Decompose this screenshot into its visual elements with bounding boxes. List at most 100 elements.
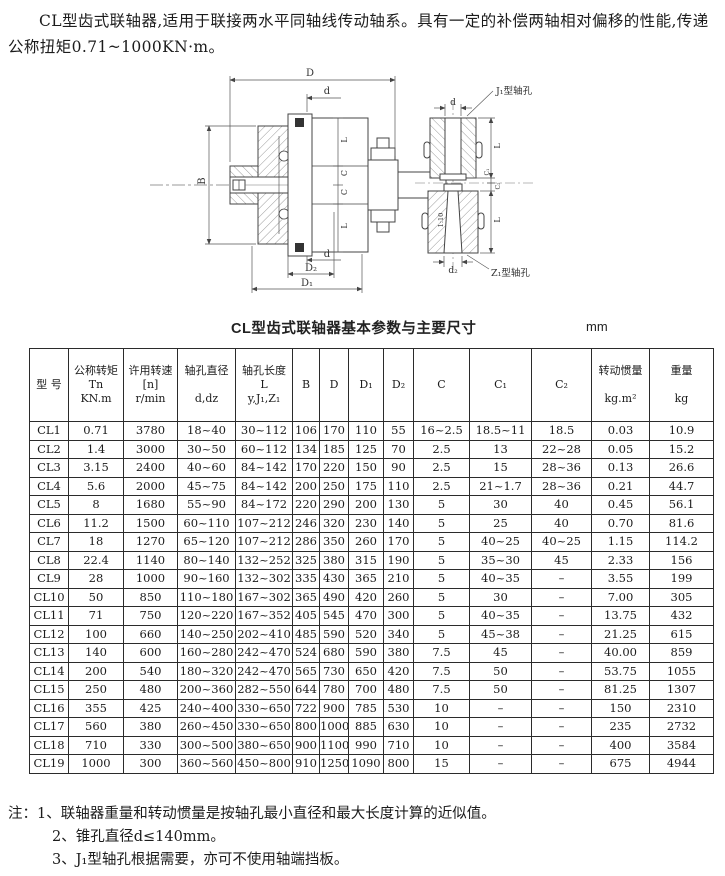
table-cell: 315 bbox=[348, 550, 384, 570]
table-cell: – bbox=[469, 698, 532, 718]
table-cell: 785 bbox=[348, 698, 384, 718]
table-cell: 1000 bbox=[319, 717, 349, 737]
table-cell: 84~142 bbox=[235, 476, 293, 496]
table-cell: 156 bbox=[649, 550, 714, 570]
table-cell: 3000 bbox=[123, 439, 178, 459]
table-cell: 40~35 bbox=[469, 606, 532, 626]
table-cell: 405 bbox=[292, 606, 320, 626]
table-cell: – bbox=[531, 717, 592, 737]
table-cell: 5 bbox=[413, 550, 470, 570]
table-cell: 1680 bbox=[123, 495, 178, 515]
table-cell: 680 bbox=[319, 643, 349, 663]
table-cell: 2400 bbox=[123, 458, 178, 478]
dim-label-right-L-bottom: L bbox=[493, 217, 502, 223]
table-cell: 4944 bbox=[649, 754, 714, 774]
table-cell: 400 bbox=[591, 735, 650, 755]
notes-list: 注：1、联轴器重量和转动惯量是按轴孔最小直径和最大长度计算的近似值。 2、锥孔直径… bbox=[8, 803, 718, 872]
table-cell: 21~1.7 bbox=[469, 476, 532, 496]
table-cell: 600 bbox=[123, 643, 178, 663]
column-header: 轴孔直径 d,dz bbox=[177, 348, 236, 422]
spec-table-header-row: 型 号公称转矩 Tn KN.m 许用转速 [n] r/min 轴孔直径 d,dz 轴孔… bbox=[29, 348, 714, 422]
table-cell: 300 bbox=[383, 606, 414, 626]
table-cell: 150 bbox=[348, 458, 384, 478]
table-cell: 700 bbox=[348, 680, 384, 700]
table-cell: 120~220 bbox=[177, 606, 236, 626]
table-cell: 340 bbox=[383, 624, 414, 644]
coupling-drawing: D d B L C C L d D₂ D₁ bbox=[0, 60, 725, 310]
table-cell: 40~25 bbox=[469, 532, 532, 552]
table-cell: 0.70 bbox=[591, 513, 650, 533]
table-cell: 650 bbox=[348, 661, 384, 681]
table-cell: 114.2 bbox=[649, 532, 714, 552]
dim-label-right-d2: d₂ bbox=[448, 266, 458, 276]
table-cell: 420 bbox=[383, 661, 414, 681]
table-cell: 18~40 bbox=[177, 421, 236, 441]
table-cell: 380~650 bbox=[235, 735, 293, 755]
table-cell: 2732 bbox=[649, 717, 714, 737]
table-cell: 730 bbox=[319, 661, 349, 681]
table-cell: 40~35 bbox=[469, 569, 532, 589]
table-cell: 55~90 bbox=[177, 495, 236, 515]
table-cell: 22~28 bbox=[531, 439, 592, 459]
table-cell: 0.05 bbox=[591, 439, 650, 459]
table-cell: 1500 bbox=[123, 513, 178, 533]
table-cell: 365 bbox=[292, 587, 320, 607]
column-header: 公称转矩 Tn KN.m bbox=[68, 348, 124, 422]
table-cell: 8 bbox=[68, 495, 124, 515]
table-cell: 520 bbox=[348, 624, 384, 644]
dim-label-right-C1: C₁ bbox=[484, 169, 491, 176]
table-cell: 260 bbox=[383, 587, 414, 607]
table-cell: CL14 bbox=[29, 661, 69, 681]
table-cell: 300~500 bbox=[177, 735, 236, 755]
table-row: CL6 11.2 1500 60~110 107~212 246 320 230 140 5 25 4… bbox=[29, 513, 714, 533]
dim-label-d-top: d bbox=[324, 86, 331, 97]
table-cell: 15 bbox=[469, 458, 532, 478]
bore-dimension-labels: d L C₁ C₂ 1:10 L d₂ J₁型轴孔 Z₁型轴孔 bbox=[437, 85, 533, 279]
table-cell: 7.5 bbox=[413, 661, 470, 681]
table-cell: CL9 bbox=[29, 569, 69, 589]
table-cell: 5.6 bbox=[68, 476, 124, 496]
table-cell: 0.45 bbox=[591, 495, 650, 515]
table-cell: 28~36 bbox=[531, 458, 592, 478]
table-cell: 170 bbox=[383, 532, 414, 552]
table-cell: 22.4 bbox=[68, 550, 124, 570]
table-cell: 644 bbox=[292, 680, 320, 700]
main-figure bbox=[150, 113, 458, 257]
table-row: CL12 100 660 140~250 202~410 485 590 520 340 5 45~… bbox=[29, 624, 714, 644]
table-cell: 990 bbox=[348, 735, 384, 755]
table-cell: 10 bbox=[413, 735, 470, 755]
table-cell: 30~112 bbox=[235, 421, 293, 441]
table-cell: 660 bbox=[123, 624, 178, 644]
dim-label-C-lower: C bbox=[340, 189, 349, 195]
dim-label-D2: D₂ bbox=[305, 263, 317, 274]
table-cell: 150 bbox=[591, 698, 650, 718]
table-cell: 365 bbox=[348, 569, 384, 589]
table-cell: 710 bbox=[383, 735, 414, 755]
table-cell: 5 bbox=[413, 569, 470, 589]
table-cell: – bbox=[531, 569, 592, 589]
table-cell: 26.6 bbox=[649, 458, 714, 478]
table-cell: 590 bbox=[319, 624, 349, 644]
table-cell: 1000 bbox=[123, 569, 178, 589]
table-cell: 132~252 bbox=[235, 550, 293, 570]
table-cell: 290 bbox=[319, 495, 349, 515]
table-cell: 170 bbox=[319, 421, 349, 441]
table-cell: 81.25 bbox=[591, 680, 650, 700]
table-cell: 1100 bbox=[319, 735, 349, 755]
table-cell: 885 bbox=[348, 717, 384, 737]
table-cell: 780 bbox=[319, 680, 349, 700]
table-cell: 380 bbox=[319, 550, 349, 570]
table-cell: 490 bbox=[319, 587, 349, 607]
table-cell: 28~36 bbox=[531, 476, 592, 496]
table-cell: 30 bbox=[469, 495, 532, 515]
table-cell: 10 bbox=[413, 698, 470, 718]
table-cell: 30 bbox=[469, 587, 532, 607]
table-row: CL8 22.4 1140 80~140 132~252 325 380 315 190 5 35~… bbox=[29, 550, 714, 570]
table-cell: 380 bbox=[123, 717, 178, 737]
table-row: CL9 28 1000 90~160 132~302 335 430 365 210 5 40~35… bbox=[29, 569, 714, 589]
table-cell: 5 bbox=[413, 606, 470, 626]
table-row: CL4 5.6 2000 45~75 84~142 200 250 175 110 2.5 21~1… bbox=[29, 476, 714, 496]
table-cell: 2.5 bbox=[413, 439, 470, 459]
table-cell: 325 bbox=[292, 550, 320, 570]
table-cell: CL13 bbox=[29, 643, 69, 663]
